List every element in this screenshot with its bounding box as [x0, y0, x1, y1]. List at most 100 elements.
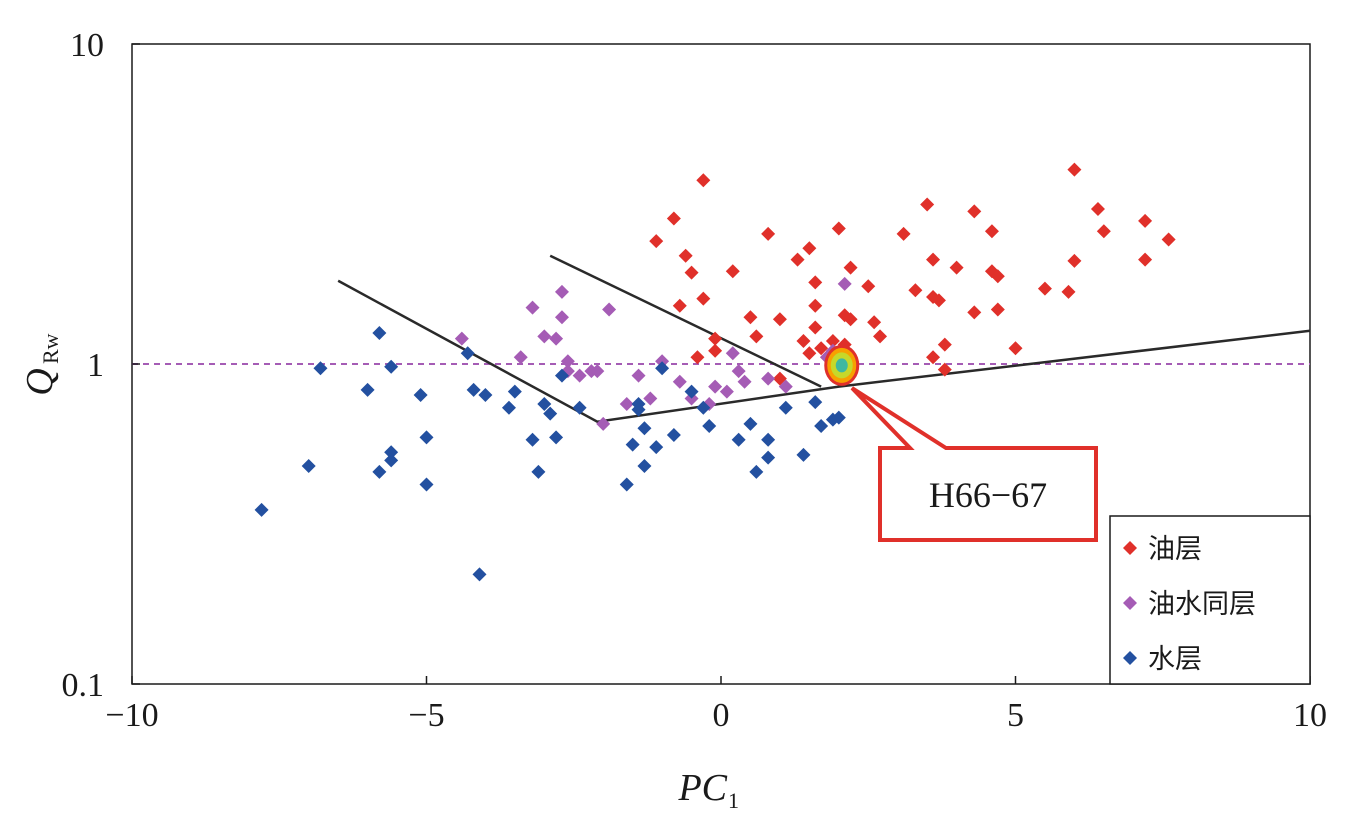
data-point [637, 421, 652, 436]
data-point [478, 388, 493, 403]
data-point [967, 305, 982, 320]
data-point [949, 260, 964, 275]
y-tick-label: 10 [70, 27, 104, 64]
data-point [808, 320, 823, 335]
data-point [696, 173, 711, 188]
data-point [619, 477, 634, 492]
data-point [873, 329, 888, 344]
data-point [549, 331, 564, 346]
data-point [708, 343, 723, 358]
data-point [625, 437, 640, 452]
data-point [743, 310, 758, 325]
data-point [684, 384, 699, 399]
data-point [655, 361, 670, 376]
data-point [843, 260, 858, 275]
data-point [1061, 284, 1076, 299]
data-point [301, 459, 316, 474]
data-point [814, 419, 829, 434]
data-point [531, 464, 546, 479]
data-point [814, 341, 829, 356]
data-point [837, 276, 852, 291]
data-point [313, 361, 328, 376]
axis-ticks: −10 −5 0 5 10 10 1 0.1 [62, 27, 1328, 734]
x-tick-label: 0 [713, 697, 730, 734]
data-point [725, 346, 740, 361]
data-point [896, 226, 911, 241]
data-point [990, 269, 1005, 284]
x-tick-label: −5 [408, 697, 444, 734]
data-point [384, 445, 399, 460]
data-point [778, 379, 793, 394]
data-point [537, 396, 552, 411]
data-point [984, 224, 999, 239]
data-point [649, 440, 664, 455]
data-point [525, 432, 540, 447]
data-point [1138, 252, 1153, 267]
data-point [554, 310, 569, 325]
legend-marker-oil-layer [1123, 541, 1137, 555]
data-point [790, 252, 805, 267]
data-point [372, 464, 387, 479]
data-point [926, 252, 941, 267]
data-point [419, 477, 434, 492]
data-point [460, 346, 475, 361]
data-point [808, 395, 823, 410]
data-point [725, 264, 740, 279]
data-point [1138, 213, 1153, 228]
data-point [454, 331, 469, 346]
data-point [749, 329, 764, 344]
data-point [525, 300, 540, 315]
highlight-marker [824, 344, 860, 386]
callout: H66−67 [850, 386, 1098, 542]
data-point [867, 315, 882, 330]
data-point [372, 325, 387, 340]
data-point [590, 364, 605, 379]
data-point [926, 350, 941, 365]
data-point [772, 312, 787, 327]
data-point [360, 382, 375, 397]
data-point [1161, 232, 1176, 247]
data-point [708, 379, 723, 394]
data-point [554, 284, 569, 299]
legend-box [1109, 515, 1311, 685]
data-point [796, 447, 811, 462]
data-point [690, 350, 705, 365]
data-point [1008, 341, 1023, 356]
data-point [384, 453, 399, 468]
data-point [672, 298, 687, 313]
data-point [1067, 253, 1082, 268]
data-point [1090, 202, 1105, 217]
upper-boundary-line [549, 254, 822, 388]
data-point [637, 459, 652, 474]
data-point [920, 197, 935, 212]
data-point [719, 384, 734, 399]
data-point [537, 329, 552, 344]
data-point [796, 333, 811, 348]
data-point [931, 293, 946, 308]
data-point [802, 241, 817, 256]
data-point [554, 368, 569, 383]
data-point [631, 402, 646, 417]
x-tick-label: 5 [1007, 697, 1024, 734]
data-point [802, 346, 817, 361]
x-tick-label: 10 [1293, 697, 1327, 734]
data-point [761, 450, 776, 465]
data-point [778, 400, 793, 415]
legend-label-oil-layer: 油层 [1148, 534, 1202, 565]
data-point [761, 226, 776, 241]
data-point [560, 354, 575, 369]
data-point [643, 391, 658, 406]
data-point [678, 248, 693, 263]
x-axis-title: PC [677, 767, 727, 809]
data-point [666, 211, 681, 226]
legend-marker-water-layer [1123, 651, 1137, 665]
data-point [419, 430, 434, 445]
data-point [513, 350, 528, 365]
data-point [861, 279, 876, 294]
data-point [761, 371, 776, 386]
data-point [808, 298, 823, 313]
data-point [831, 221, 846, 236]
data-point [384, 359, 399, 374]
data-point [937, 362, 952, 377]
